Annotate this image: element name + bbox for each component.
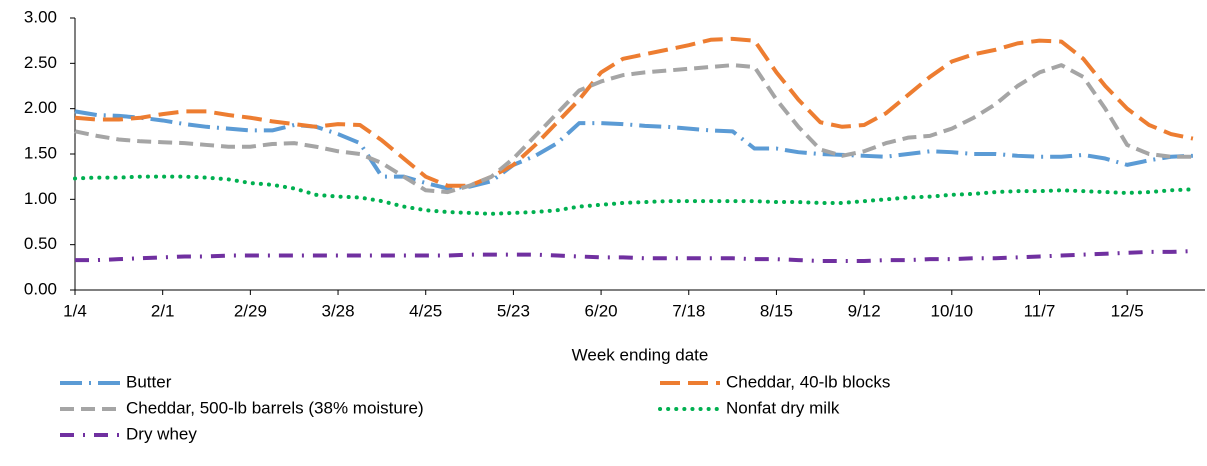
y-tick-label: 1.50 bbox=[24, 143, 57, 162]
y-tick-label: 0.50 bbox=[24, 234, 57, 253]
x-tick-label: 2/29 bbox=[234, 301, 267, 320]
legend-label: Nonfat dry milk bbox=[726, 398, 840, 417]
series-line bbox=[75, 249, 1194, 263]
series-line bbox=[74, 63, 1193, 195]
series-line bbox=[73, 174, 1195, 216]
x-tick-label: 2/1 bbox=[151, 301, 175, 320]
x-tick-label: 8/15 bbox=[760, 301, 793, 320]
x-axis-title: Week ending date bbox=[572, 345, 709, 364]
legend-label: Butter bbox=[126, 372, 172, 391]
x-tick-label: 1/4 bbox=[63, 301, 87, 320]
x-tick-label: 9/12 bbox=[848, 301, 881, 320]
y-tick-label: 0.00 bbox=[24, 279, 57, 298]
x-tick-label: 4/25 bbox=[409, 301, 442, 320]
x-tick-label: 12/5 bbox=[1111, 301, 1144, 320]
series-line bbox=[74, 109, 1194, 191]
y-tick-label: 2.00 bbox=[24, 98, 57, 117]
legend-label: Cheddar, 40-lb blocks bbox=[726, 372, 890, 391]
legend-label: Cheddar, 500-lb barrels (38% moisture) bbox=[126, 398, 424, 417]
x-tick-label: 11/7 bbox=[1024, 301, 1056, 320]
series-line bbox=[74, 36, 1194, 188]
x-tick-label: 7/18 bbox=[672, 301, 705, 320]
y-tick-label: 1.00 bbox=[24, 189, 57, 208]
x-tick-label: 10/10 bbox=[931, 301, 974, 320]
y-tick-label: 3.00 bbox=[24, 7, 57, 26]
legend-label: Dry whey bbox=[126, 424, 197, 443]
y-tick-label: 2.50 bbox=[24, 53, 57, 72]
x-tick-label: 6/20 bbox=[585, 301, 618, 320]
x-tick-label: 3/28 bbox=[321, 301, 354, 320]
x-tick-label: 5/23 bbox=[497, 301, 530, 320]
